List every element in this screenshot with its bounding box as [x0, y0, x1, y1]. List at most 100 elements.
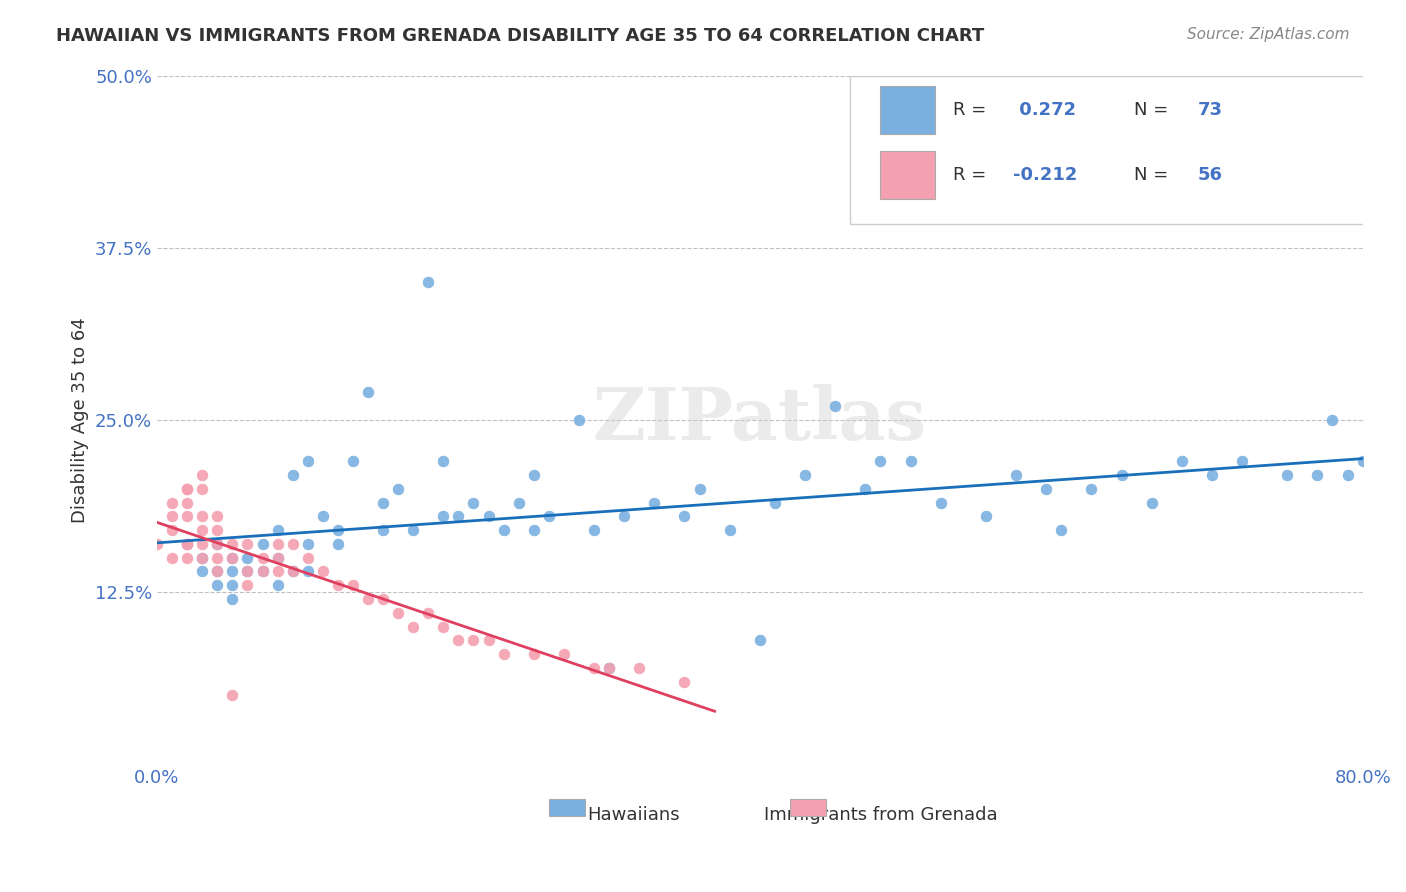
Point: [974, 509, 997, 524]
Point: [432, 454, 454, 468]
Point: [207, 537, 229, 551]
Point: [402, 619, 425, 633]
Point: [176, 537, 198, 551]
Point: [176, 550, 198, 565]
Bar: [790, 798, 827, 816]
Point: [463, 633, 485, 648]
Point: [266, 550, 288, 565]
FancyBboxPatch shape: [851, 76, 1375, 224]
Point: [146, 537, 169, 551]
Point: [191, 468, 214, 483]
Text: ZIPatlas: ZIPatlas: [593, 384, 927, 456]
Point: [191, 550, 214, 565]
Point: [160, 509, 183, 524]
Point: [297, 454, 319, 468]
Point: [568, 413, 591, 427]
Point: [207, 523, 229, 537]
Text: 56: 56: [1198, 167, 1222, 185]
Y-axis label: Disability Age 35 to 64: Disability Age 35 to 64: [72, 317, 89, 523]
Point: [929, 495, 952, 509]
Point: [207, 565, 229, 579]
Point: [191, 537, 214, 551]
Point: [252, 565, 274, 579]
Point: [432, 509, 454, 524]
Point: [207, 578, 229, 592]
Point: [387, 606, 409, 620]
Point: [673, 674, 696, 689]
Point: [191, 523, 214, 537]
Point: [326, 578, 349, 592]
Point: [598, 661, 620, 675]
Point: [191, 509, 214, 524]
Point: [297, 537, 319, 551]
Text: Immigrants from Grenada: Immigrants from Grenada: [763, 805, 997, 823]
Point: [221, 550, 243, 565]
Point: [794, 468, 817, 483]
Point: [371, 591, 394, 606]
Point: [1277, 468, 1299, 483]
Point: [191, 550, 214, 565]
Point: [900, 454, 922, 468]
Point: [281, 565, 304, 579]
Point: [748, 633, 770, 648]
Point: [553, 647, 575, 661]
Text: -0.212: -0.212: [1012, 167, 1077, 185]
Text: N =: N =: [1133, 101, 1174, 119]
Point: [432, 619, 454, 633]
Bar: [548, 798, 585, 816]
Text: 0.272: 0.272: [1012, 101, 1076, 119]
Point: [176, 482, 198, 496]
Point: [160, 550, 183, 565]
Text: Source: ZipAtlas.com: Source: ZipAtlas.com: [1187, 27, 1350, 42]
Point: [583, 661, 606, 675]
Point: [418, 606, 440, 620]
Point: [326, 537, 349, 551]
Point: [281, 537, 304, 551]
Point: [357, 591, 380, 606]
Point: [1080, 482, 1102, 496]
Point: [221, 591, 243, 606]
Point: [763, 495, 786, 509]
Point: [207, 565, 229, 579]
Point: [824, 399, 846, 413]
Point: [402, 523, 425, 537]
Point: [477, 509, 499, 524]
Point: [477, 633, 499, 648]
Point: [297, 550, 319, 565]
Point: [207, 537, 229, 551]
Point: [447, 509, 470, 524]
Point: [297, 565, 319, 579]
Point: [523, 647, 546, 661]
Point: [628, 661, 651, 675]
Point: [252, 537, 274, 551]
Point: [326, 523, 349, 537]
Point: [583, 523, 606, 537]
Point: [492, 523, 515, 537]
Point: [207, 550, 229, 565]
Point: [191, 482, 214, 496]
Point: [371, 523, 394, 537]
Point: [1351, 454, 1374, 468]
Point: [221, 578, 243, 592]
Point: [176, 509, 198, 524]
Point: [1230, 454, 1253, 468]
Point: [673, 509, 696, 524]
Point: [160, 523, 183, 537]
Bar: [880, 152, 935, 200]
Point: [1005, 468, 1028, 483]
Point: [537, 509, 560, 524]
Point: [1306, 468, 1329, 483]
Point: [236, 578, 259, 592]
Point: [523, 523, 546, 537]
Point: [718, 523, 741, 537]
Point: [176, 495, 198, 509]
Point: [1111, 468, 1133, 483]
Point: [869, 454, 891, 468]
Point: [266, 537, 288, 551]
Point: [266, 550, 288, 565]
Point: [371, 495, 394, 509]
Point: [342, 578, 364, 592]
Point: [1336, 468, 1358, 483]
Text: R =: R =: [953, 101, 991, 119]
Point: [1050, 523, 1073, 537]
